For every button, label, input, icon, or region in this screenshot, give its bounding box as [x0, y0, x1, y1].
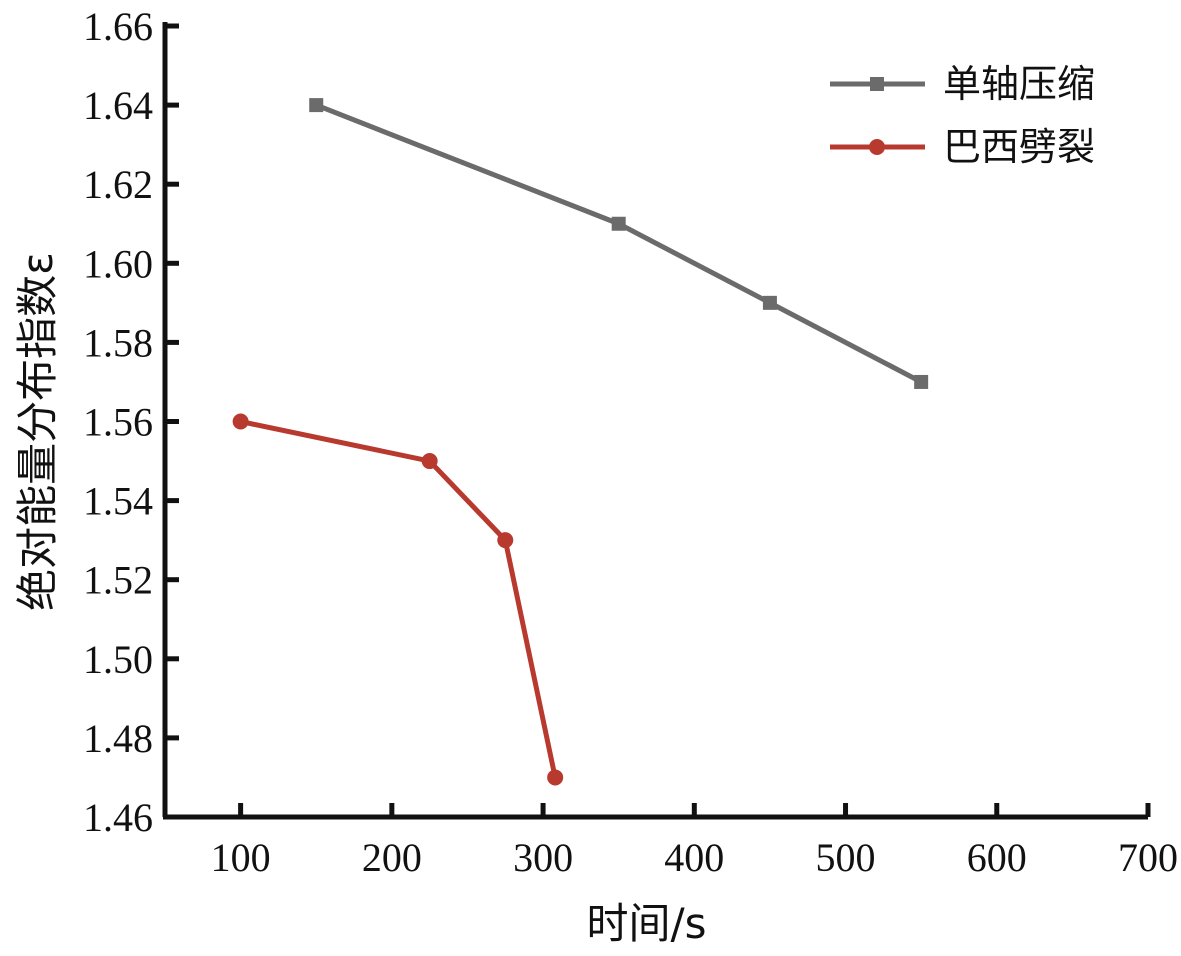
x-tick-label: 100 — [211, 835, 271, 880]
data-point — [497, 532, 514, 549]
y-tick-label: 1.48 — [83, 716, 153, 761]
plot-area: 1.46 1.48 1.50 1.52 1.54 1.56 1.58 1.60 1.62 1.64… — [83, 4, 1178, 880]
legend-marker — [869, 139, 885, 155]
x-tick-label: 300 — [513, 835, 573, 880]
x-tick-label: 700 — [1118, 835, 1178, 880]
series-line — [315, 102, 923, 385]
x-tick-label: 500 — [816, 835, 876, 880]
y-tick-label: 1.50 — [83, 637, 153, 682]
y-tick-label: 1.54 — [83, 479, 153, 524]
y-tick-label: 1.66 — [83, 4, 153, 49]
y-tick-label: 1.46 — [83, 795, 153, 840]
legend-marker — [870, 77, 884, 91]
x-tick-label: 200 — [362, 835, 422, 880]
data-point — [547, 769, 564, 786]
legend-item-1: 单轴压缩 — [830, 62, 1095, 106]
series-layer — [232, 98, 929, 786]
legend-item-2: 巴西劈裂 — [830, 125, 1095, 169]
y-tick-label: 1.58 — [83, 320, 153, 365]
y-tick-label: 1.64 — [83, 83, 153, 128]
data-point — [914, 374, 929, 389]
y-tick-label: 1.52 — [83, 558, 153, 603]
data-point — [611, 216, 626, 231]
y-tick-label: 1.62 — [83, 162, 153, 207]
data-point — [232, 413, 249, 430]
series-line — [240, 419, 558, 778]
x-axis-title: 时间/s — [586, 899, 706, 948]
y-tick-label: 1.60 — [83, 241, 153, 286]
y-tick-label: 1.56 — [83, 400, 153, 445]
series-1 — [309, 98, 929, 389]
y-axis-title: 绝对能量分布指数ε — [13, 252, 62, 611]
x-tick-label: 400 — [664, 835, 724, 880]
data-point — [762, 295, 777, 310]
legend-label: 单轴压缩 — [943, 62, 1095, 106]
legend-label: 巴西劈裂 — [943, 125, 1095, 169]
x-tick-label: 600 — [967, 835, 1027, 880]
data-point — [309, 98, 324, 113]
series-2 — [232, 413, 564, 786]
data-point — [421, 453, 438, 470]
